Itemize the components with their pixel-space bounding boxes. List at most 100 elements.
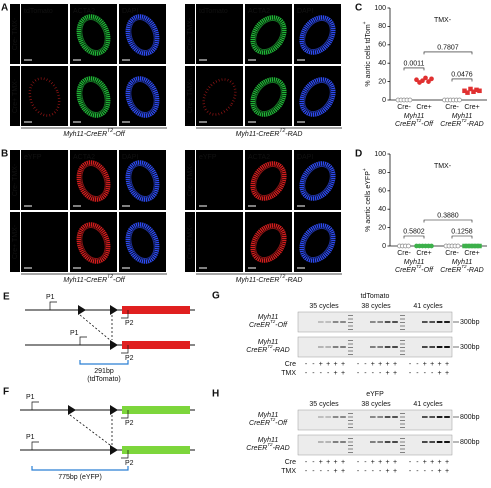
loxp (110, 305, 118, 315)
driver: CreER (246, 347, 267, 354)
ladder-band (400, 441, 405, 443)
channel-label: ACTA2 (248, 8, 270, 15)
loxp (110, 340, 118, 350)
y-tick-label: 100 (374, 5, 386, 12)
sign: - (379, 370, 382, 377)
sign: + (378, 459, 382, 466)
gel-band (332, 321, 339, 323)
gel-band (318, 441, 324, 443)
driver: CreER (440, 121, 461, 128)
row-label: TMX (281, 370, 296, 377)
row-label: Cre- TMX- (12, 163, 19, 196)
ladder-band (400, 445, 405, 446)
vessel-wall-inner (255, 81, 282, 113)
gel-band (384, 321, 391, 323)
group-gene: Myh11 (258, 412, 279, 419)
primer (121, 345, 129, 354)
sign: - (305, 370, 308, 377)
sign: - (424, 370, 427, 377)
primer (31, 441, 39, 450)
gel-band (370, 416, 376, 418)
loxp (78, 305, 86, 315)
ladder-band (400, 340, 405, 341)
sign: - (364, 459, 367, 466)
size-label: 800bp (460, 439, 480, 446)
significance-bracket (451, 78, 473, 82)
gel-band (444, 441, 450, 443)
significance-bracket (423, 51, 473, 55)
sign: - (372, 468, 375, 475)
panel-caption: Myh11-CreERT2-RAD (236, 274, 303, 284)
data-point (414, 77, 419, 83)
reporter (122, 406, 190, 414)
ladder-band (348, 416, 353, 418)
channel-label: tdTomato (199, 8, 228, 15)
panel-letter: H (212, 389, 219, 400)
row-strip (185, 150, 195, 210)
vessel-wall-inner (304, 81, 331, 113)
gel-band (436, 346, 443, 348)
ladder-band (348, 445, 353, 446)
sign: + (386, 468, 390, 475)
group-gene: Myh11 (258, 339, 279, 346)
row-strip (10, 212, 20, 272)
superscript: T2 (461, 118, 467, 123)
suffix: -RAD (273, 347, 290, 354)
sign: - (305, 459, 308, 466)
p-value: 0.5802 (403, 228, 425, 235)
data-point (457, 97, 462, 103)
ladder-band (348, 347, 353, 348)
group-gene: Myh11 (452, 259, 473, 266)
sign: + (378, 361, 382, 368)
ladder-band (400, 423, 405, 425)
primer (49, 301, 57, 310)
channel-label: DAPI (122, 154, 138, 161)
y-label: % aortic cells eYFP (365, 171, 372, 232)
sign: - (416, 468, 419, 475)
size-label: 300bp (460, 319, 480, 326)
sign: + (430, 459, 434, 466)
loxp (110, 405, 118, 415)
vessel-wall (76, 160, 111, 202)
ladder-band (400, 416, 405, 418)
data-point (420, 78, 425, 84)
channel-label: tdTomato (24, 8, 53, 15)
gel-band (325, 321, 331, 323)
sign: - (357, 459, 360, 466)
caption: Myh11-CreER (63, 131, 107, 138)
diagram-e: E P1 P2 P1 P2 291bp (tdTomato) (3, 292, 195, 383)
vessel-wall (76, 14, 111, 56)
x-tick-label: Cre+ (416, 250, 431, 257)
sign: + (319, 361, 323, 368)
sign: + (341, 361, 345, 368)
suffix: -Off (421, 267, 434, 274)
gel-band (384, 416, 391, 418)
primer-label: P1 (26, 394, 35, 401)
vessel-wall-inner (304, 165, 331, 197)
p-value: 0.0011 (404, 60, 425, 67)
cycle-label: 38 cycles (361, 401, 391, 408)
panel-letter: B (1, 149, 8, 160)
vessel-wall (299, 223, 336, 263)
y-label-sup: + (362, 21, 368, 24)
sign: - (312, 468, 315, 475)
panel-caption: Myh11-CreERT2-Off (63, 128, 125, 138)
y-tick-label: 60 (378, 42, 386, 49)
suffix: -Off (421, 121, 434, 128)
product-bracket (31, 466, 129, 471)
ladder-band (348, 413, 353, 414)
ladder-band (400, 343, 405, 345)
row-label: Cre- TMX- (12, 17, 19, 50)
size-label: 300bp (460, 344, 480, 351)
panel-letter: A (1, 3, 8, 14)
driver: CreER (440, 267, 461, 274)
y-tick-label: 80 (378, 169, 386, 176)
group-driver: CreERT2-Off (249, 417, 288, 427)
panel-caption: Myh11-CreERT2-RAD (236, 128, 303, 138)
x-tick-label: Cre+ (464, 250, 479, 257)
driver: CreER (395, 267, 416, 274)
gel-band (370, 321, 376, 323)
gel-band (384, 441, 391, 443)
gel-band (332, 416, 339, 418)
